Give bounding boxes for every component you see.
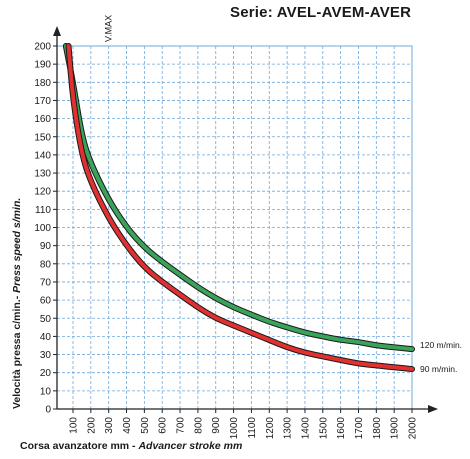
y-tick-label: 140 — [34, 150, 51, 161]
x-axis-label: Corsa avanzatore mm - Advancer stroke mm — [20, 440, 243, 452]
chart-title: Serie: AVEL-AVEM-AVER — [230, 4, 412, 21]
x-tick-label: 1100 — [247, 417, 258, 439]
y-tick-label: 20 — [40, 368, 52, 379]
y-tick-label: 60 — [40, 296, 52, 307]
axes — [53, 26, 438, 413]
y-tick-label: 0 — [45, 405, 51, 416]
x-tick-label: 300 — [104, 417, 115, 434]
x-tick-label: 100 — [69, 417, 80, 434]
x-tick-label: 900 — [211, 417, 222, 434]
y-tick-label: 190 — [34, 60, 51, 71]
x-tick-label: 1400 — [300, 417, 311, 440]
y-tick-label: 130 — [34, 169, 51, 180]
x-tick-label: 1200 — [265, 417, 276, 440]
y-tick-label: 90 — [40, 241, 52, 252]
x-tick-label: 2000 — [408, 417, 419, 440]
y-axis-label: Velocità pressa c/min.- Press speed s/mi… — [11, 197, 23, 409]
x-tick-label: 600 — [158, 417, 169, 434]
y-tick-label: 150 — [34, 132, 51, 143]
y-tick-label: 70 — [40, 277, 52, 288]
x-axis-arrow — [428, 405, 438, 413]
x-tick-label: 800 — [193, 417, 204, 434]
x-tick-label: 700 — [176, 417, 187, 434]
series-line-1 — [66, 44, 414, 372]
series-label-1: 90 m/min. — [420, 364, 457, 374]
x-tick-label: 1300 — [283, 417, 294, 440]
y-tick-label: 180 — [34, 78, 51, 89]
grid — [56, 45, 413, 410]
y-tick-label: 10 — [40, 386, 52, 397]
x-tick-label: 1500 — [318, 417, 329, 440]
y-tick-label: 170 — [34, 96, 51, 107]
x-tick-label: 1000 — [229, 417, 240, 440]
y-tick-label: 30 — [40, 350, 52, 361]
tick-labels: 0 10 20 30 40 50 60 70 80 90 100 110 120 130 140 150 160… — [34, 42, 418, 440]
x-tick-label: 1600 — [336, 417, 347, 440]
x-tick-label: 1700 — [354, 417, 365, 440]
series-labels: V.MAX 120 m/min. 90 m/min. — [104, 15, 462, 374]
y-tick-label: 80 — [40, 259, 52, 270]
x-tick-label: 400 — [122, 417, 133, 434]
x-tick-label: 200 — [86, 417, 97, 434]
vmax-annotation: V.MAX — [104, 15, 114, 42]
y-axis-arrow — [53, 26, 61, 36]
y-tick-label: 160 — [34, 114, 51, 125]
y-tick-label: 50 — [40, 314, 52, 325]
series-label-0: 120 m/min. — [420, 340, 462, 350]
y-tick-label: 100 — [34, 223, 51, 234]
y-tick-label: 120 — [34, 187, 51, 198]
y-tick-label: 40 — [40, 332, 52, 343]
y-tick-label: 110 — [35, 205, 51, 216]
y-tick-label: 200 — [34, 42, 51, 53]
x-tick-label: 1800 — [372, 417, 383, 440]
series-lines — [62, 43, 415, 373]
x-tick-label: 1900 — [390, 417, 401, 440]
x-tick-label: 500 — [140, 417, 151, 434]
series-line-0 — [63, 44, 414, 352]
